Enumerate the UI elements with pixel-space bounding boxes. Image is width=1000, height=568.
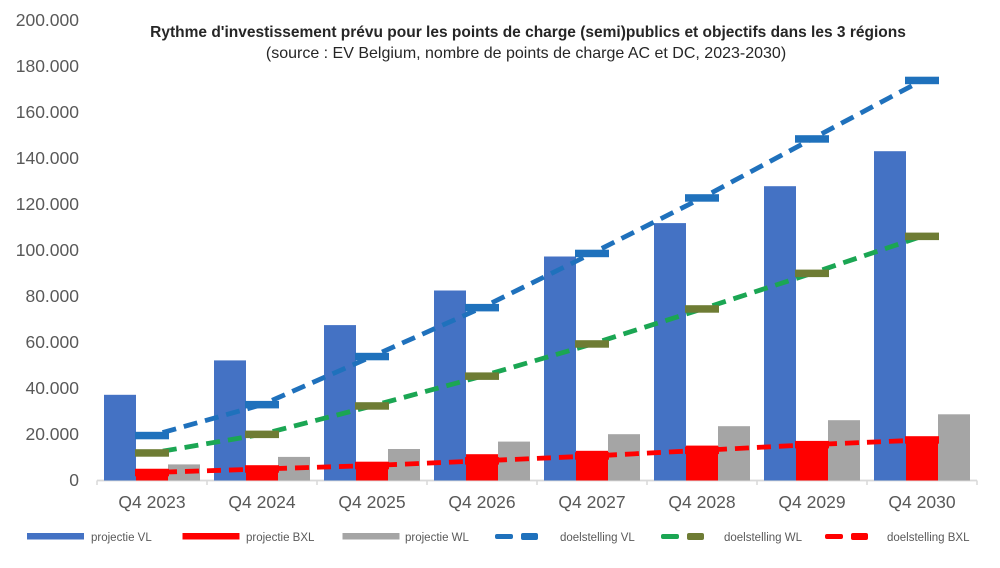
svg-text:120.000: 120.000: [16, 194, 80, 214]
svg-text:20.000: 20.000: [25, 424, 79, 444]
svg-text:100.000: 100.000: [16, 240, 80, 260]
svg-text:140.000: 140.000: [16, 148, 80, 168]
svg-text:160.000: 160.000: [16, 102, 80, 122]
svg-text:projectie BXL: projectie BXL: [246, 532, 315, 544]
svg-text:Q4 2024: Q4 2024: [228, 492, 295, 512]
svg-text:doelstelling BXL: doelstelling BXL: [887, 532, 970, 544]
svg-text:80.000: 80.000: [25, 286, 79, 306]
svg-text:Q4 2025: Q4 2025: [338, 492, 405, 512]
svg-text:Q4 2030: Q4 2030: [888, 492, 955, 512]
svg-text:Q4 2027: Q4 2027: [558, 492, 625, 512]
svg-text:200.000: 200.000: [16, 10, 80, 30]
svg-text:0: 0: [69, 470, 79, 490]
svg-text:doelstelling VL: doelstelling VL: [560, 532, 635, 544]
svg-text:40.000: 40.000: [25, 378, 79, 398]
svg-text:Q4 2029: Q4 2029: [778, 492, 845, 512]
svg-text:180.000: 180.000: [16, 56, 80, 76]
svg-text:projectie WL: projectie WL: [405, 532, 470, 544]
svg-text:doelstelling WL: doelstelling WL: [724, 532, 803, 544]
svg-text:Q4 2023: Q4 2023: [118, 492, 185, 512]
svg-text:Q4 2026: Q4 2026: [448, 492, 515, 512]
svg-text:(source : EV Belgium, nombre d: (source : EV Belgium, nombre de points d…: [266, 45, 786, 62]
svg-text:Q4 2028: Q4 2028: [668, 492, 735, 512]
svg-text:projectie VL: projectie VL: [91, 532, 152, 544]
svg-text:Rythme d'investissement prévu: Rythme d'investissement prévu pour les p…: [150, 24, 906, 41]
svg-text:60.000: 60.000: [25, 332, 79, 352]
